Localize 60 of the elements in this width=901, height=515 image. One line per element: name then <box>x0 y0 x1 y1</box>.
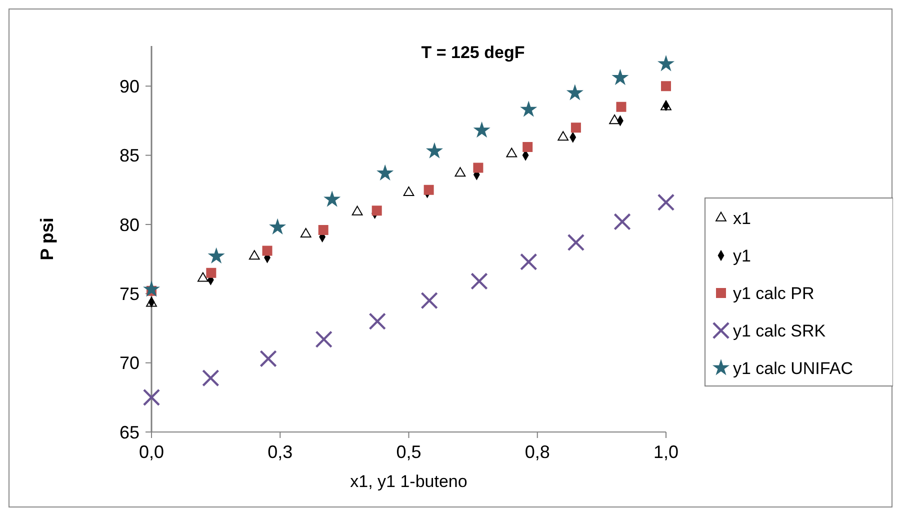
point <box>206 268 216 278</box>
point <box>260 350 277 368</box>
point <box>454 167 466 177</box>
point <box>616 102 626 112</box>
legend-label: y1 calc PR <box>733 284 814 303</box>
x-axis-title: x1, y1 1-buteno <box>350 472 468 491</box>
point <box>614 213 631 230</box>
point <box>520 253 538 270</box>
point <box>567 234 585 252</box>
point <box>522 142 533 152</box>
x-tick-label: 0,8 <box>524 442 550 462</box>
point <box>657 194 675 211</box>
point <box>208 247 225 264</box>
legend-label: y1 <box>733 246 751 266</box>
point <box>566 84 584 100</box>
point <box>424 184 434 195</box>
point <box>368 312 386 330</box>
point <box>352 206 363 216</box>
y-tick-label: 80 <box>119 214 140 235</box>
y-axis-title: P psi <box>37 218 57 260</box>
point <box>570 122 581 133</box>
point <box>269 218 286 234</box>
point <box>558 131 569 141</box>
point <box>657 55 675 72</box>
point <box>403 186 414 196</box>
y-tick-label: 65 <box>119 422 140 442</box>
point <box>506 148 518 158</box>
point <box>315 330 332 348</box>
point <box>612 68 629 86</box>
point <box>520 100 538 117</box>
point <box>473 162 484 173</box>
point <box>198 272 208 282</box>
point <box>420 292 438 310</box>
x-tick-label: 0,0 <box>138 442 164 462</box>
x-tick-label: 0,5 <box>396 442 422 462</box>
point <box>248 250 260 260</box>
y-tick-label: 90 <box>119 76 140 96</box>
point <box>376 164 394 181</box>
legend-label: x1 <box>733 208 751 228</box>
point <box>473 121 490 138</box>
point <box>470 272 488 290</box>
y-tick-label: 75 <box>119 284 140 304</box>
chart-title: T = 125 degF <box>421 43 525 62</box>
point <box>426 142 443 158</box>
point <box>324 190 341 207</box>
point <box>202 369 220 387</box>
point <box>142 280 160 297</box>
point <box>609 114 620 124</box>
y-tick-label: 70 <box>119 353 140 374</box>
x-tick-label: 0,3 <box>268 442 293 462</box>
x-tick-label: 1,0 <box>653 442 679 462</box>
legend-label: y1 calc SRK <box>733 321 826 340</box>
point <box>661 81 671 92</box>
y-tick-label: 85 <box>119 146 140 166</box>
point <box>142 388 160 406</box>
point <box>372 206 382 216</box>
point <box>300 228 312 238</box>
point <box>318 225 328 236</box>
point <box>262 246 272 256</box>
legend-label: y1 calc UNIFAC <box>733 358 853 378</box>
